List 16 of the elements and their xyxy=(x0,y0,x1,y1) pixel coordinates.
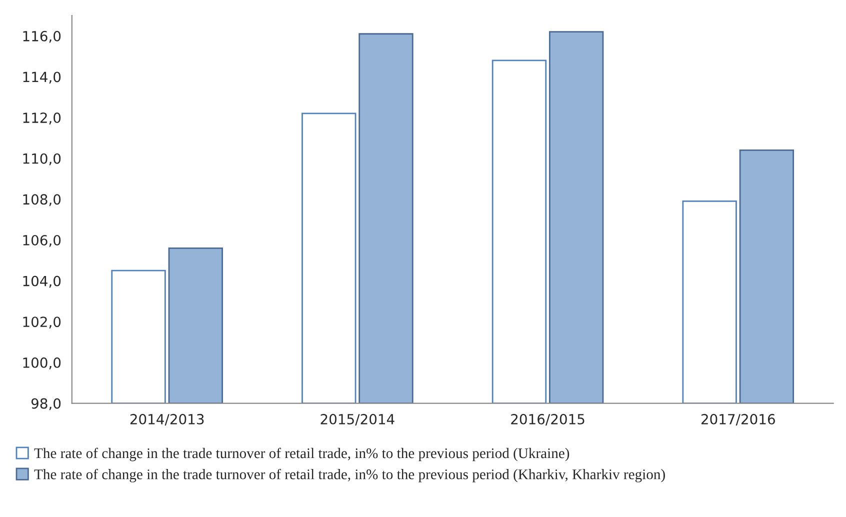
y-tick-label: 110,0 xyxy=(23,153,61,166)
y-tick-label: 98,0 xyxy=(31,398,61,410)
x-tick-label: 2016/2015 xyxy=(511,414,584,426)
y-tick-label: 114,0 xyxy=(23,72,61,84)
y-tick-label: 104,0 xyxy=(23,276,61,288)
x-tick-label: 2015/2014 xyxy=(320,414,394,426)
x-tick-label: 2017/2016 xyxy=(701,414,775,426)
y-tick-label: 100,0 xyxy=(23,357,61,370)
y-tick-label: 112,0 xyxy=(23,112,61,124)
y-tick-label: 108,0 xyxy=(23,194,61,206)
y-tick-label: 102,0 xyxy=(23,316,61,329)
y-tick-label: 116,0 xyxy=(23,30,61,43)
x-tick-label: 2014/2013 xyxy=(130,414,204,426)
legend-label: The rate of change in the trade turnover of retail trade, in% to the previous period (Ukraine) xyxy=(34,448,570,462)
y-tick-label: 106,0 xyxy=(23,234,61,247)
legend-label: The rate of change in the trade turnover of retail trade, in% to the previous period (Kharkiv, Kharkiv region) xyxy=(34,468,665,482)
